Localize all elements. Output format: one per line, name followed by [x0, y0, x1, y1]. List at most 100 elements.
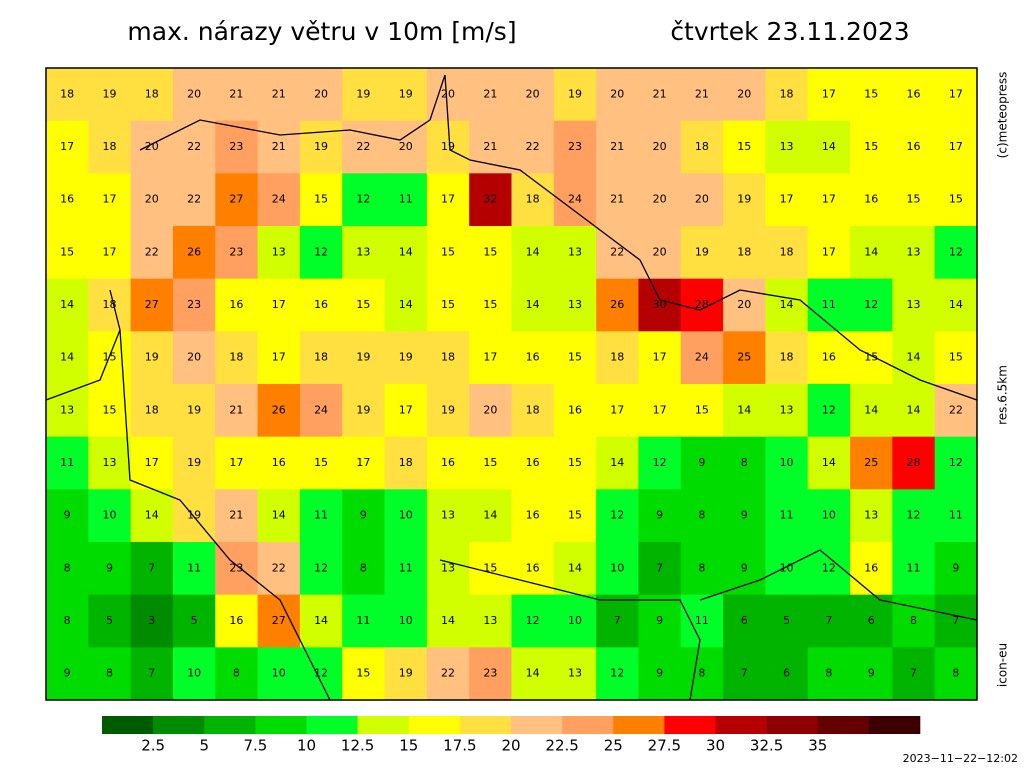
map-cell: [807, 436, 851, 490]
map-cell: [130, 384, 174, 438]
map-cell: [934, 647, 978, 701]
map-cell: [426, 278, 470, 332]
cell-value: 20: [653, 245, 667, 258]
cell-value: 23: [229, 561, 243, 574]
cell-value: 11: [60, 456, 74, 469]
cell-value: 5: [191, 614, 198, 627]
cell-value: 21: [610, 193, 624, 206]
colorbar-swatch: [306, 716, 358, 734]
map-cell: [469, 331, 512, 385]
map-cell: [765, 120, 809, 174]
cell-value: 17: [145, 456, 159, 469]
map-cell: [257, 278, 301, 332]
cell-value: 20: [526, 87, 540, 100]
map-cell: [807, 120, 851, 174]
map-cell: [596, 120, 639, 174]
map-cell: [257, 68, 301, 122]
cell-value: 19: [314, 140, 328, 153]
cell-value: 7: [148, 667, 155, 680]
map-cell: [638, 68, 682, 122]
map-cell: [596, 173, 639, 227]
map-cell: [850, 278, 893, 332]
cell-value: 19: [737, 193, 751, 206]
cell-value: 10: [102, 509, 116, 522]
cell-value: 17: [949, 87, 963, 100]
map-cell: [130, 489, 174, 543]
map-cell: [384, 331, 428, 385]
map-cell: [511, 594, 555, 648]
map-cell: [172, 331, 216, 385]
cell-value: 15: [314, 193, 328, 206]
cell-value: 15: [314, 456, 328, 469]
map-cell: [934, 226, 978, 280]
cell-value: 28: [907, 456, 921, 469]
cell-value: 9: [656, 614, 663, 627]
map-cell: [299, 331, 343, 385]
cell-value: 26: [272, 403, 286, 416]
map-cell: [934, 489, 978, 543]
map-cell: [342, 173, 386, 227]
cell-value: 10: [610, 561, 624, 574]
map-cell: [46, 226, 89, 280]
cell-value: 27: [145, 298, 159, 311]
cell-value: 9: [656, 667, 663, 680]
cell-value: 21: [229, 87, 243, 100]
cell-value: 12: [314, 245, 328, 258]
cell-value: 17: [356, 456, 370, 469]
map-cell: [299, 594, 343, 648]
cell-value: 20: [737, 298, 751, 311]
border-line: [139, 74, 978, 401]
map-cell: [892, 120, 936, 174]
cell-value: 22: [187, 140, 201, 153]
map-cell: [723, 226, 766, 280]
colorbar-swatch: [868, 716, 921, 734]
map-cell: [215, 173, 259, 227]
cell-value: 23: [483, 667, 497, 680]
map-cell: [215, 384, 259, 438]
map-cell: [850, 647, 893, 701]
cell-value: 13: [356, 245, 370, 258]
map-cell: [807, 384, 851, 438]
cell-value: 20: [187, 87, 201, 100]
map-cell: [596, 331, 639, 385]
cell-value: 17: [610, 403, 624, 416]
map-cell: [46, 436, 89, 490]
cell-value: 18: [145, 87, 159, 100]
cell-value: 14: [822, 140, 836, 153]
cell-value: 19: [399, 87, 413, 100]
model: icon-eu: [996, 643, 1010, 687]
cell-value: 10: [780, 456, 794, 469]
cell-value: 14: [822, 456, 836, 469]
colorbar-label: 20: [501, 737, 520, 755]
map-cell: [638, 647, 682, 701]
map-cell: [680, 331, 724, 385]
cell-value: 7: [825, 614, 832, 627]
cell-value: 17: [399, 403, 413, 416]
cell-value: 8: [64, 614, 71, 627]
map-cell: [807, 68, 851, 122]
cell-value: 10: [780, 561, 794, 574]
cell-value: 14: [737, 403, 751, 416]
map-cell: [46, 542, 89, 596]
cell-value: 15: [907, 193, 921, 206]
map-cell: [596, 278, 639, 332]
cell-value: 20: [399, 140, 413, 153]
cell-value: 5: [106, 614, 113, 627]
cell-value: 8: [952, 667, 959, 680]
map-cell: [342, 489, 386, 543]
cell-value: 19: [356, 351, 370, 364]
map-cell: [638, 489, 682, 543]
cell-value: 10: [272, 667, 286, 680]
cell-value: 19: [187, 456, 201, 469]
cell-value: 26: [610, 298, 624, 311]
map-cell: [850, 226, 893, 280]
map-cell: [130, 331, 174, 385]
cell-value: 9: [106, 561, 113, 574]
cell-value: 9: [868, 667, 875, 680]
cell-value: 9: [64, 509, 71, 522]
map-cell: [850, 173, 893, 227]
cell-value: 27: [229, 193, 243, 206]
cell-value: 9: [656, 509, 663, 522]
map-cell: [511, 68, 555, 122]
